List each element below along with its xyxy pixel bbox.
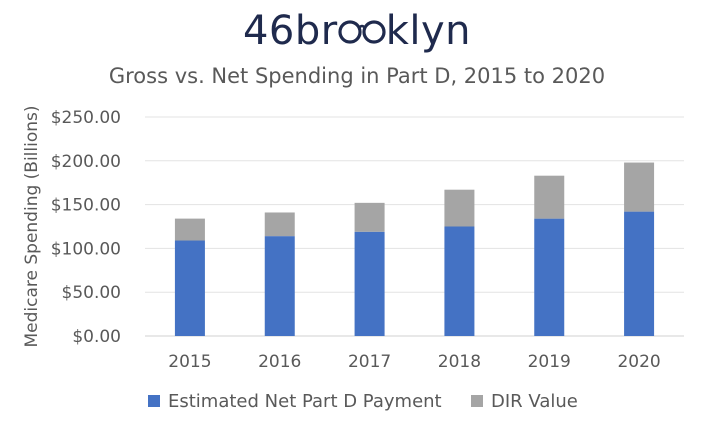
legend-label-dir-value: DIR Value: [491, 390, 578, 412]
y-tick-label: $200.00: [51, 152, 121, 172]
y-tick-label: $150.00: [51, 196, 121, 216]
y-tick-label: $0.00: [72, 327, 121, 347]
bar-net-payment-2019: [534, 218, 565, 336]
legend-item-net-payment: Estimated Net Part D Payment: [148, 388, 442, 414]
x-tick-label: 2020: [617, 352, 660, 372]
legend-swatch-net-payment: [148, 395, 160, 407]
bar-dir-value-2016: [264, 212, 295, 237]
brand-text-left: 46br: [242, 8, 338, 54]
x-tick-label: 2019: [528, 352, 571, 372]
bar-net-payment-2020: [624, 211, 655, 336]
bar-net-payment-2016: [264, 236, 295, 336]
legend-swatch-dir-value: [471, 395, 483, 407]
bar-net-payment-2018: [444, 226, 475, 336]
x-tick-label: 2018: [438, 352, 481, 372]
y-axis-label: Medicare Spending (Billions): [22, 105, 42, 347]
bar-dir-value-2020: [624, 162, 655, 212]
y-tick-label: $50.00: [62, 283, 121, 303]
bar-dir-value-2018: [444, 189, 475, 227]
chart-legend: Estimated Net Part D Payment DIR Value: [0, 388, 714, 414]
x-tick-label: 2017: [348, 352, 391, 372]
y-tick-label: $100.00: [51, 239, 121, 259]
bar-dir-value-2015: [174, 218, 205, 241]
bar-dir-value-2019: [534, 175, 565, 219]
x-tick-label: 2016: [258, 352, 301, 372]
legend-item-dir-value: DIR Value: [471, 388, 578, 414]
bar-net-payment-2017: [354, 231, 385, 336]
y-tick-label: $250.00: [51, 108, 121, 128]
legend-label-net-payment: Estimated Net Part D Payment: [168, 390, 442, 412]
bar-dir-value-2017: [354, 202, 385, 232]
brand-text-right: klyn: [385, 8, 472, 54]
brand-logo: 46br klyn: [0, 6, 714, 56]
x-tick-label: 2015: [168, 352, 211, 372]
bar-chart: $0.00 $50.00 $100.00 $150.00 $200.00 $250.00 M…: [22, 105, 684, 372]
glasses-logo-icon: [338, 20, 386, 44]
chart-title: Gross vs. Net Spending in Part D, 2015 t…: [108, 64, 606, 88]
bar-net-payment-2015: [174, 240, 205, 336]
